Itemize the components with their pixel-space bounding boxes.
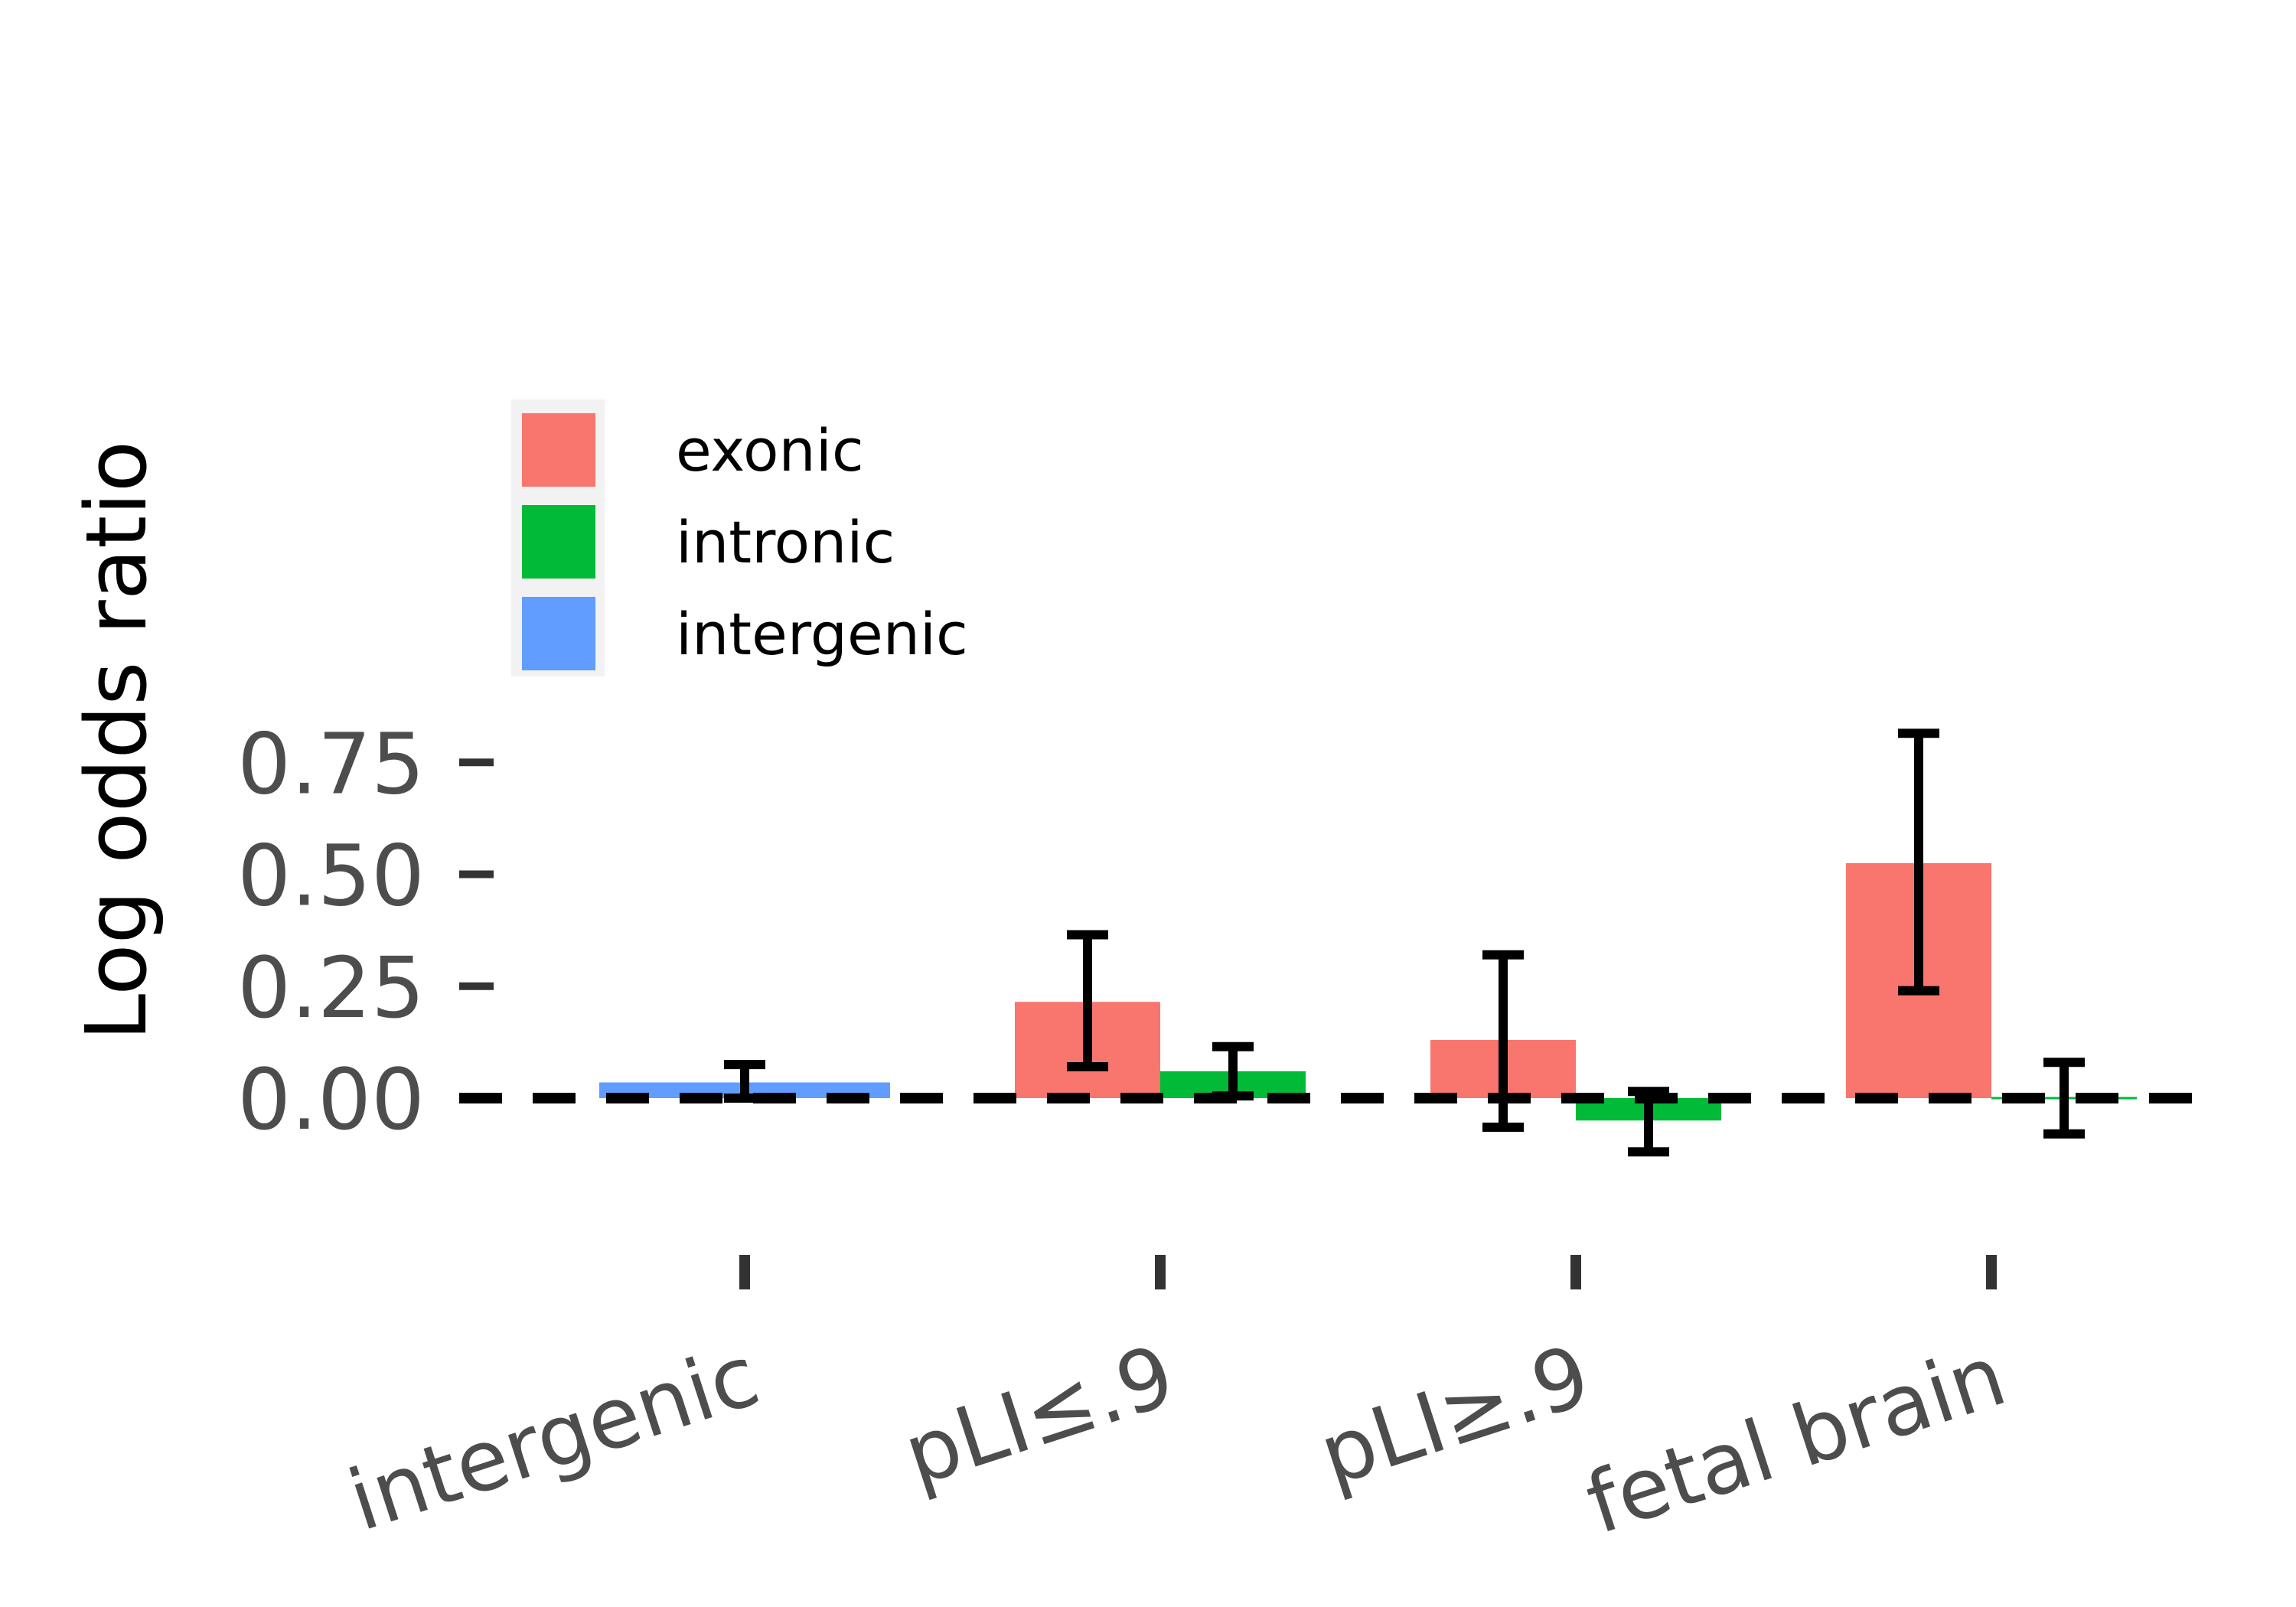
legend-swatch-intronic	[522, 505, 595, 579]
y-axis-ticks: 0.00 0.25 0.50 0.75	[237, 715, 494, 1149]
error-bar-intronic-pli-9	[1628, 1087, 1669, 1157]
legend-swatch-intergenic	[522, 597, 595, 670]
legend-swatch-exonic	[522, 413, 595, 487]
x-tick-label-intergenic: intergenic	[338, 1326, 770, 1550]
error-bar-intronic-pli-9	[1212, 1041, 1254, 1101]
error-bar-intronic-fetal-brain	[2043, 1058, 2085, 1139]
error-bar-exonic-fetal-brain	[1898, 729, 1939, 996]
x-tick-label-pli-9: pLI≤.9	[892, 1326, 1186, 1504]
y-tick-label-0-50: 0.50	[237, 827, 425, 925]
x-tick-label-pli-9: pLI≥.9	[1308, 1326, 1601, 1504]
y-tick-label-0-00: 0.00	[237, 1051, 425, 1149]
error-bar-intergenic-intergenic	[724, 1060, 765, 1103]
y-axis-title: Log odds ratio	[67, 441, 165, 1041]
x-tick-label-fetal-brain: fetal brain	[1575, 1326, 2017, 1553]
legend-label-intergenic: intergenic	[676, 600, 968, 668]
error-bar-exonic-pli-9	[1482, 950, 1524, 1133]
legend-label-intronic: intronic	[676, 508, 895, 576]
legend: exonic intronic intergenic	[511, 399, 968, 676]
error-bars	[724, 729, 2085, 1157]
error-bar-exonic-pli-9	[1067, 930, 1108, 1072]
y-tick-label-0-25: 0.25	[237, 939, 425, 1037]
y-tick-label-0-75: 0.75	[237, 715, 425, 813]
legend-label-exonic: exonic	[676, 416, 864, 484]
